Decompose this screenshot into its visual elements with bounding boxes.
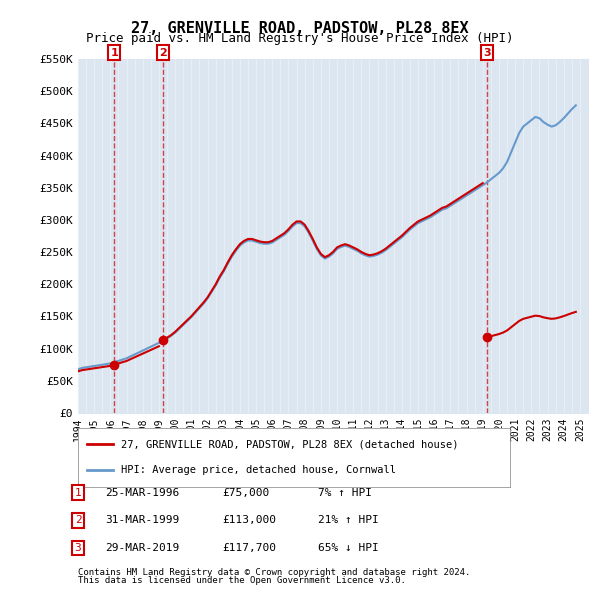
Text: £113,000: £113,000 [222,516,276,525]
Text: 65% ↓ HPI: 65% ↓ HPI [318,543,379,553]
Text: Contains HM Land Registry data © Crown copyright and database right 2024.: Contains HM Land Registry data © Crown c… [78,568,470,577]
Text: £117,700: £117,700 [222,543,276,553]
Text: 21% ↑ HPI: 21% ↑ HPI [318,516,379,525]
Text: 3: 3 [483,48,491,58]
Text: 3: 3 [74,543,82,553]
Text: 25-MAR-1996: 25-MAR-1996 [105,488,179,497]
Text: 27, GRENVILLE ROAD, PADSTOW, PL28 8EX: 27, GRENVILLE ROAD, PADSTOW, PL28 8EX [131,21,469,35]
Text: HPI: Average price, detached house, Cornwall: HPI: Average price, detached house, Corn… [121,466,396,475]
Text: 2: 2 [159,48,167,58]
Text: 7% ↑ HPI: 7% ↑ HPI [318,488,372,497]
Text: £75,000: £75,000 [222,488,269,497]
Text: 1: 1 [74,488,82,497]
Text: 2: 2 [74,516,82,525]
Text: 29-MAR-2019: 29-MAR-2019 [105,543,179,553]
Text: This data is licensed under the Open Government Licence v3.0.: This data is licensed under the Open Gov… [78,576,406,585]
Text: 31-MAR-1999: 31-MAR-1999 [105,516,179,525]
Text: 1: 1 [110,48,118,58]
Text: Price paid vs. HM Land Registry's House Price Index (HPI): Price paid vs. HM Land Registry's House … [86,32,514,45]
Text: 27, GRENVILLE ROAD, PADSTOW, PL28 8EX (detached house): 27, GRENVILLE ROAD, PADSTOW, PL28 8EX (d… [121,440,459,449]
